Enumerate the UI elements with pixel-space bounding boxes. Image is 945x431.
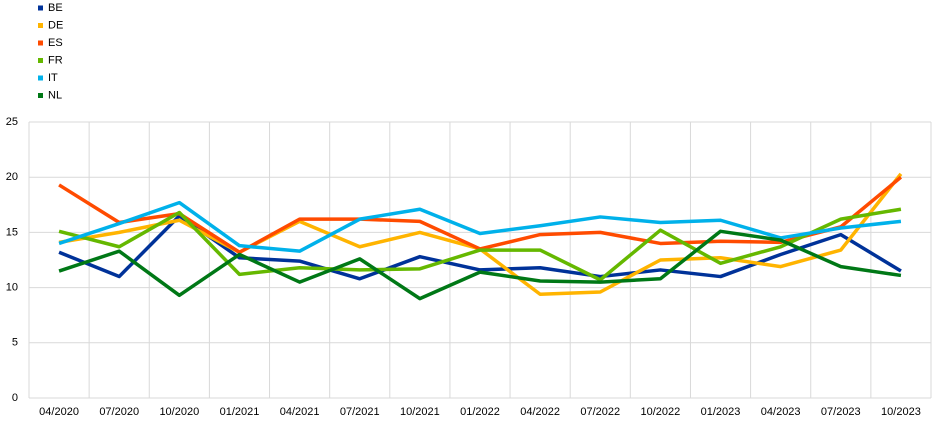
x-tick-label: 07/2021 bbox=[340, 406, 380, 418]
legend-swatch bbox=[38, 93, 43, 98]
legend-label: BE bbox=[48, 2, 63, 14]
y-tick-label: 25 bbox=[6, 116, 18, 128]
x-tick-label: 10/2022 bbox=[641, 406, 681, 418]
legend-swatch bbox=[38, 40, 43, 46]
x-tick-label: 07/2020 bbox=[99, 406, 139, 418]
legend-label: DE bbox=[48, 19, 63, 31]
x-tick-label: 07/2023 bbox=[821, 406, 861, 418]
y-tick-label: 15 bbox=[6, 226, 18, 238]
x-tick-label: 01/2023 bbox=[701, 406, 741, 418]
y-tick-label: 20 bbox=[6, 171, 18, 183]
legend-swatch bbox=[38, 23, 43, 28]
x-tick-label: 10/2023 bbox=[881, 406, 921, 418]
x-tick-label: 04/2022 bbox=[520, 406, 560, 418]
y-tick-label: 10 bbox=[6, 282, 18, 294]
legend-swatch bbox=[38, 5, 43, 11]
legend-label: ES bbox=[48, 37, 63, 49]
x-tick-label: 04/2021 bbox=[280, 406, 320, 418]
x-tick-label: 04/2020 bbox=[39, 406, 79, 418]
x-tick-label: 10/2020 bbox=[159, 406, 199, 418]
x-tick-label: 01/2021 bbox=[220, 406, 260, 418]
legend-label: IT bbox=[48, 72, 58, 84]
legend-label: NL bbox=[48, 89, 62, 101]
series-line bbox=[58, 200, 902, 253]
series-line bbox=[58, 229, 902, 301]
legend-label: FR bbox=[48, 54, 63, 66]
x-tick-label: 10/2021 bbox=[400, 406, 440, 418]
x-tick-label: 01/2022 bbox=[460, 406, 500, 418]
series-line bbox=[58, 207, 902, 282]
legend-swatch bbox=[38, 58, 43, 63]
y-tick-label: 5 bbox=[12, 337, 18, 349]
legend-swatch bbox=[38, 75, 43, 81]
x-tick-label: 04/2023 bbox=[761, 406, 801, 418]
y-tick-label: 0 bbox=[12, 392, 18, 404]
x-tick-label: 07/2022 bbox=[580, 406, 620, 418]
